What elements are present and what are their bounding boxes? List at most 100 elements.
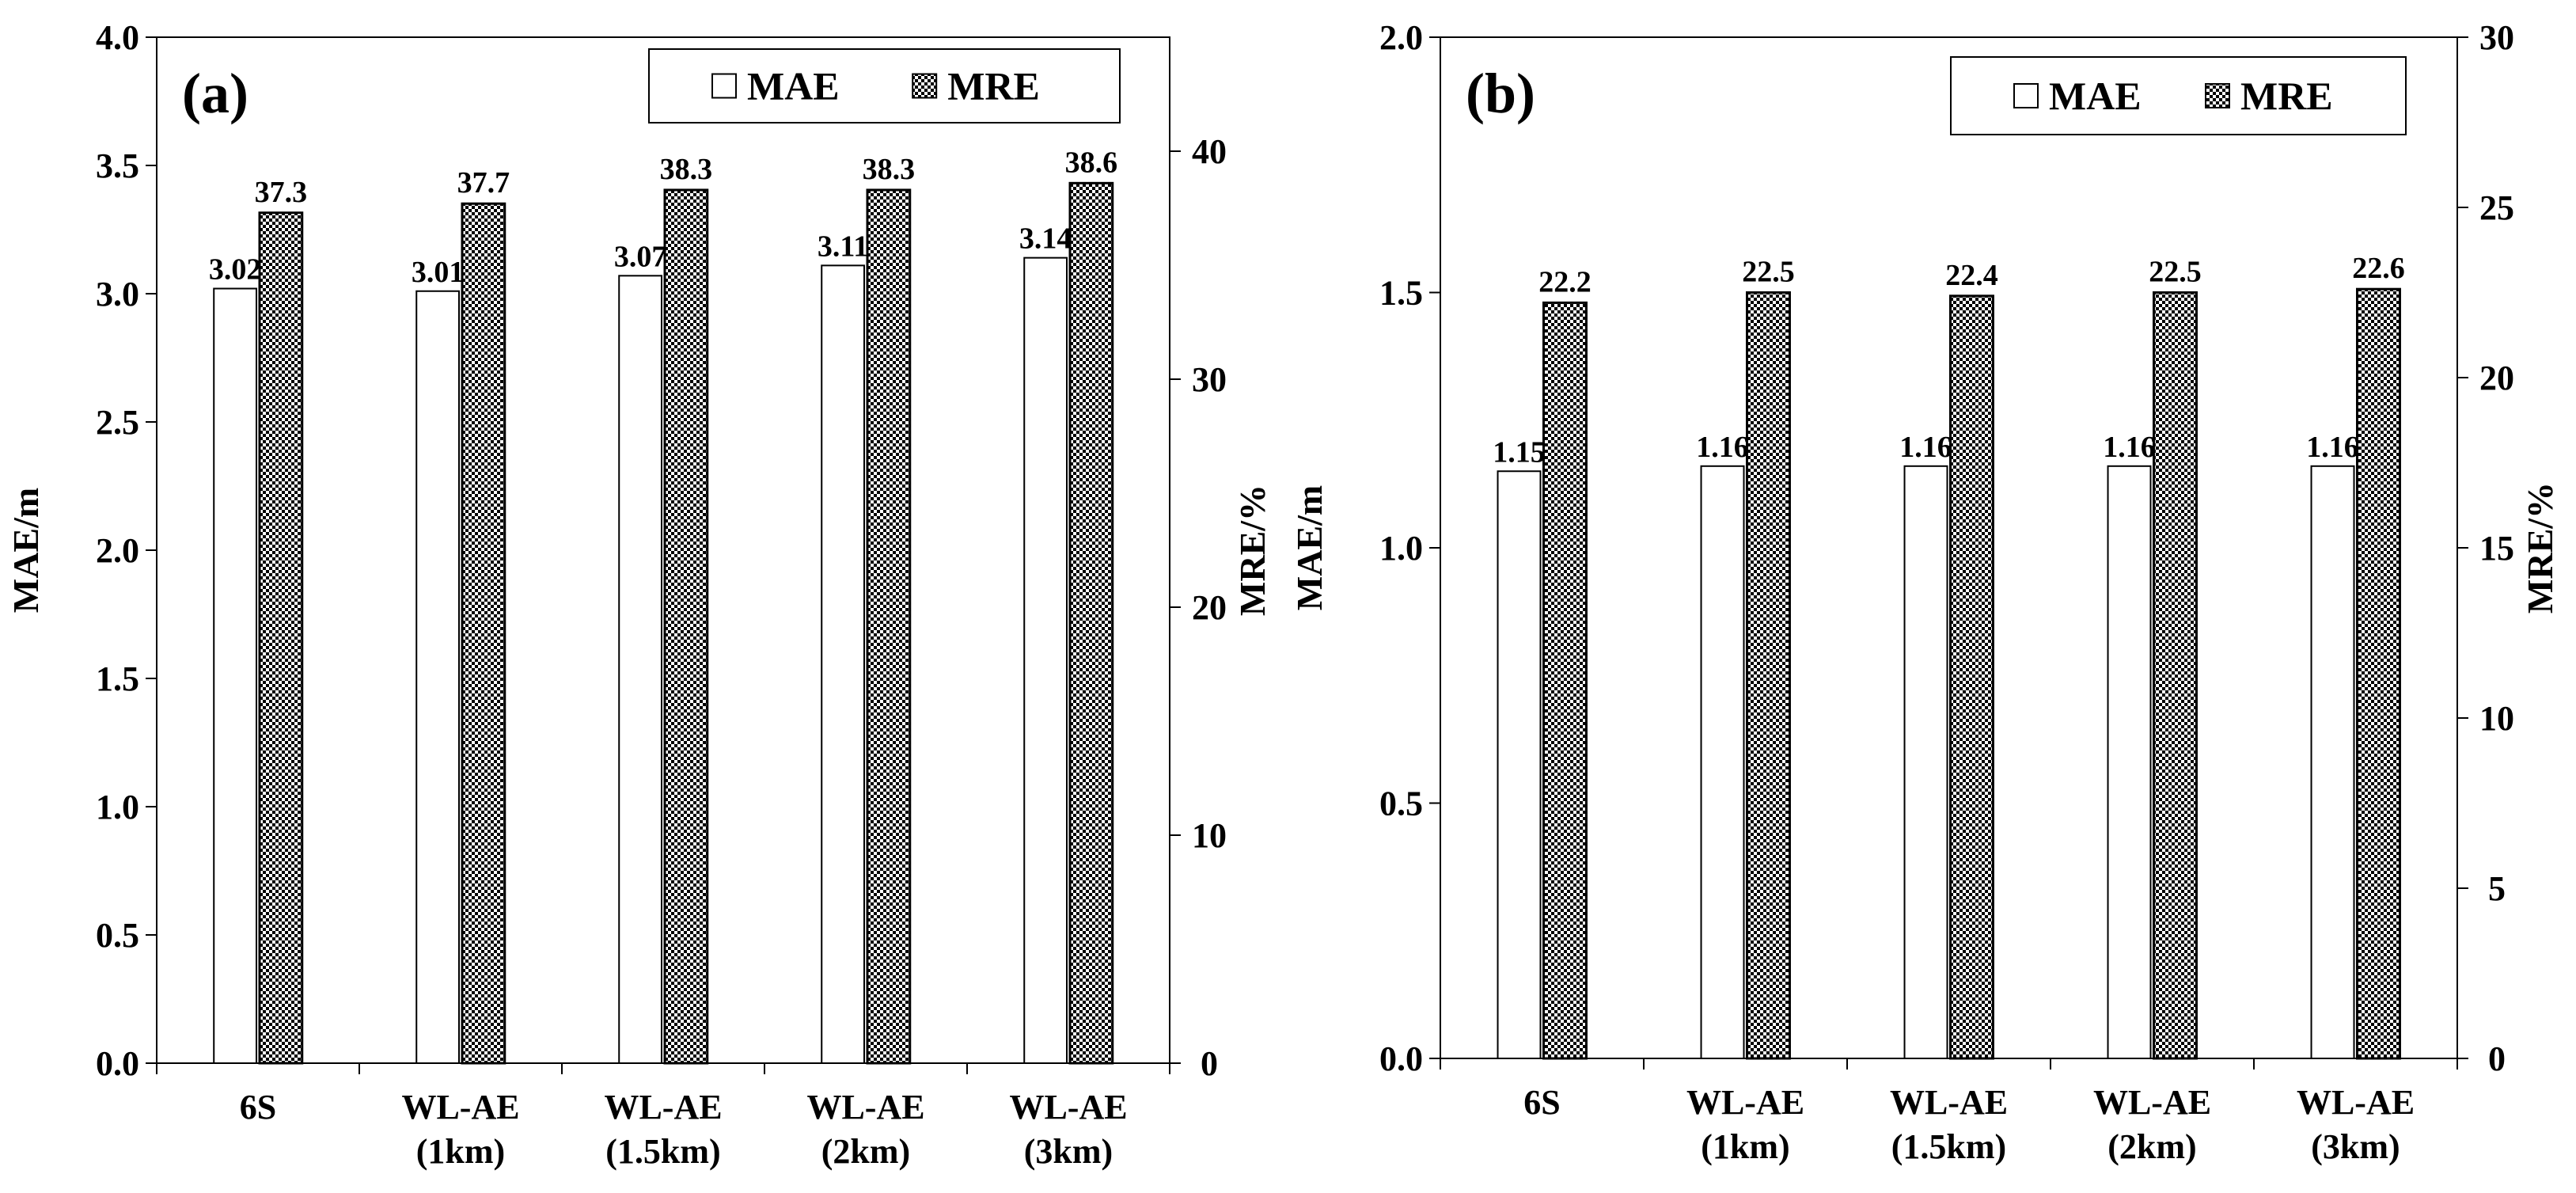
bar-mae (1903, 465, 1948, 1059)
y-tick-label: 1.0 (1379, 529, 1423, 568)
bar-mae (213, 287, 257, 1064)
x-tick-label: WL-AE (1890, 1083, 2008, 1122)
data-label-mre: 22.4 (1945, 259, 1998, 292)
legend-swatch-mae (2013, 83, 2039, 108)
plot-frame (1440, 36, 2458, 1059)
x-tick-label: WL-AE (2297, 1083, 2415, 1122)
bar-mre (1542, 301, 1588, 1060)
x-tick-label: WL-AE (806, 1088, 924, 1127)
y2-tick-label: 10 (2479, 699, 2514, 738)
data-label-mae: 3.01 (412, 256, 465, 289)
x-tick-label: WL-AE (401, 1088, 519, 1127)
bar-mae (1700, 465, 1745, 1059)
x-tick-label: (2km) (821, 1132, 910, 1171)
y2-tick-label: 25 (2479, 188, 2514, 227)
data-label-mae: 3.11 (818, 230, 868, 263)
data-label-mae: 3.14 (1019, 222, 1072, 256)
y2-tick-label: 30 (1192, 360, 1227, 399)
y2-tick-label: 20 (2479, 359, 2514, 397)
bar-mre (2153, 291, 2198, 1060)
x-tick-label: (2km) (2107, 1127, 2196, 1166)
y-tick-label: 1.5 (1379, 274, 1423, 313)
legend-label-mre: MRE (947, 64, 1040, 108)
bar-mre (258, 211, 304, 1065)
x-tick-label: (1km) (416, 1132, 505, 1171)
bar-mae (1023, 256, 1068, 1064)
legend-swatch-mae (711, 73, 737, 99)
data-label-mae: 1.16 (1696, 431, 1749, 464)
data-label-mre: 38.6 (1065, 146, 1118, 179)
data-label-mre: 37.7 (457, 166, 510, 199)
x-tick-label: WL-AE (1009, 1088, 1127, 1127)
y-tick-label: 1.5 (96, 659, 139, 698)
panel-label: (b) (1466, 62, 1535, 125)
x-tick-label: (1.5km) (1891, 1127, 2006, 1166)
bar-mre (461, 202, 506, 1065)
bar-mae (2310, 465, 2355, 1059)
legend-label-mre: MRE (2240, 74, 2333, 118)
panel-label: (a) (182, 62, 248, 125)
bar-mre (1068, 181, 1114, 1065)
x-tick-label: (3km) (2311, 1127, 2400, 1166)
y2-tick-label: 0 (1201, 1044, 1218, 1083)
data-label-mae: 1.15 (1493, 435, 1546, 469)
y-tick-label: 0.5 (1379, 785, 1423, 823)
data-label-mae: 1.16 (2103, 431, 2156, 464)
y-axis-title: MAE/m (6, 488, 46, 613)
data-label-mre: 38.3 (660, 153, 713, 186)
data-label-mre: 22.6 (2352, 252, 2405, 285)
y-tick-label: 2.5 (96, 403, 139, 442)
x-tick-label: (3km) (1024, 1132, 1113, 1171)
data-label-mre: 22.5 (2149, 256, 2202, 289)
y-tick-label: 3.5 (96, 146, 139, 185)
y2-tick-label: 30 (2479, 18, 2514, 57)
x-tick-label: WL-AE (604, 1088, 722, 1127)
y2-tick-label: 20 (1192, 588, 1227, 627)
data-label-mre: 22.2 (1538, 265, 1592, 298)
y2-tick-label: 0 (2488, 1039, 2506, 1078)
x-tick-label: (1.5km) (605, 1132, 720, 1171)
x-tick-label: (1km) (1701, 1127, 1789, 1166)
data-label-mre: 38.3 (863, 153, 916, 186)
y-tick-label: 2.0 (96, 531, 139, 570)
data-label-mre: 22.5 (1742, 256, 1795, 289)
x-tick-label: WL-AE (2093, 1083, 2211, 1122)
y2-tick-label: 40 (1192, 132, 1227, 171)
bar-mae (821, 264, 865, 1064)
y-tick-label: 4.0 (96, 18, 139, 57)
legend-swatch-mre (912, 73, 938, 99)
y2-tick-label: 5 (2488, 869, 2506, 908)
y-axis-title: MAE/m (1289, 485, 1330, 610)
y-tick-label: 0.0 (1379, 1039, 1423, 1078)
y2-tick-label: 15 (2479, 529, 2514, 568)
chart-panel-b: 0.0 0.5 1.0 1.5 2.0 0 5 10 15 20 25 30 MAE/m MRE/% 6S W… (1289, 18, 2560, 1166)
y-tick-label: 1.0 (96, 788, 139, 826)
x-tick-label: 6S (1523, 1083, 1560, 1122)
bar-mae (415, 290, 460, 1064)
bar-mae (2107, 465, 2152, 1059)
plot-frame (156, 36, 1170, 1064)
y2-axis-title: MRE/% (1232, 484, 1273, 616)
x-tick-label: WL-AE (1686, 1083, 1804, 1122)
bar-mre (2356, 287, 2401, 1060)
data-label-mae: 1.16 (2306, 431, 2359, 464)
y2-tick-label: 10 (1192, 816, 1227, 855)
legend-label-mae: MAE (747, 64, 840, 108)
bar-mre (1949, 294, 1994, 1060)
data-label-mae: 3.07 (614, 240, 667, 273)
data-label-mae: 3.02 (209, 253, 262, 287)
y-tick-label: 3.0 (96, 275, 139, 313)
legend-swatch-mre (2205, 83, 2230, 108)
bar-mre (866, 188, 912, 1065)
y-tick-label: 0.0 (96, 1044, 139, 1083)
chart-panel-a: 0.0 0.5 1.0 1.5 2.0 2.5 3.0 3.5 4.0 0 10 20 30 40 MAE/… (6, 18, 1273, 1171)
bar-mre (663, 188, 709, 1065)
bar-mae (618, 275, 662, 1064)
x-tick-label: 6S (240, 1088, 276, 1127)
legend-label-mae: MAE (2049, 74, 2142, 118)
data-label-mre: 37.3 (255, 176, 308, 209)
bar-mae (1497, 470, 1542, 1059)
data-label-mae: 1.16 (1899, 431, 1952, 464)
y-tick-label: 2.0 (1379, 18, 1423, 57)
